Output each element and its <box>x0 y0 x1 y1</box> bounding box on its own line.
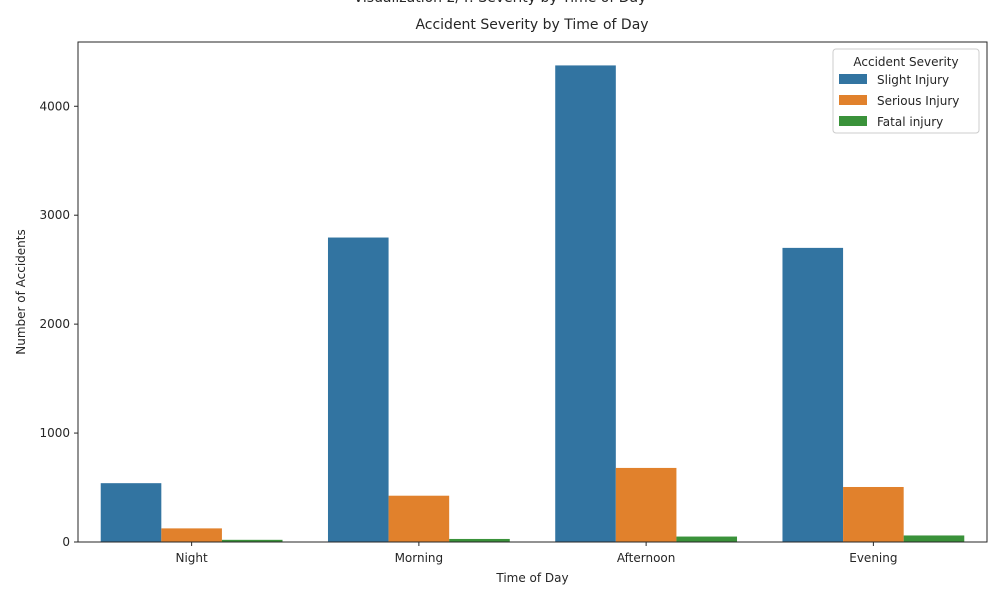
y-tick-label: 0 <box>62 535 70 549</box>
bar-afternoon-fatal-injury <box>676 536 738 542</box>
bar-night-serious-injury <box>161 528 222 542</box>
bar-morning-serious-injury <box>388 495 450 542</box>
x-tick-label: Morning <box>395 551 444 565</box>
bar-night-slight-injury <box>100 483 162 542</box>
legend-swatch <box>839 95 867 105</box>
legend-swatch <box>839 74 867 84</box>
legend-label: Fatal injury <box>877 115 943 129</box>
legend-title: Accident Severity <box>853 55 958 69</box>
x-axis-label: Time of Day <box>495 571 568 585</box>
bar-evening-serious-injury <box>843 486 904 542</box>
legend-label: Slight Injury <box>877 73 949 87</box>
bar-evening-slight-injury <box>782 247 844 542</box>
figure-suptitle: Visualization 2/4: Severity by Time of D… <box>354 0 647 6</box>
y-tick-label: 3000 <box>39 208 70 222</box>
bar-afternoon-slight-injury <box>555 65 616 543</box>
legend-label: Serious Injury <box>877 94 959 108</box>
plot-frame <box>77 41 988 543</box>
y-tick-label: 1000 <box>39 426 70 440</box>
y-axis: 0 1000 2000 3000 4000 <box>39 99 78 549</box>
x-axis: Night Morning Afternoon Evening <box>176 542 897 565</box>
chart-title: Accident Severity by Time of Day <box>415 17 648 33</box>
bar-morning-fatal-injury <box>449 538 510 542</box>
x-tick-label: Afternoon <box>617 551 676 565</box>
bars-group <box>100 65 965 543</box>
legend: Accident Severity Slight Injury Serious In… <box>832 48 980 134</box>
x-tick-label: Night <box>176 551 209 565</box>
legend-box <box>832 48 980 134</box>
legend-swatch <box>839 116 867 126</box>
bar-evening-fatal-injury <box>903 535 965 542</box>
bar-morning-slight-injury <box>327 237 389 543</box>
y-axis-label: Number of Accidents <box>14 229 28 355</box>
bar-night-fatal-injury <box>221 539 283 542</box>
bar-afternoon-serious-injury <box>615 467 677 542</box>
y-tick-label: 2000 <box>39 317 70 331</box>
y-tick-label: 4000 <box>39 99 70 113</box>
x-tick-label: Evening <box>849 551 897 565</box>
